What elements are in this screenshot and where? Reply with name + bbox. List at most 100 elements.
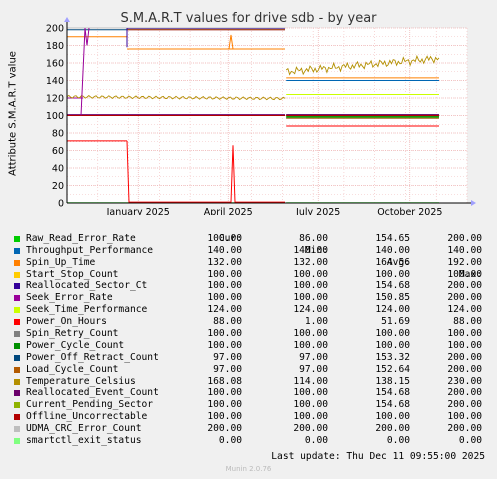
legend-label: Power_Off_Retract_Count: [26, 351, 159, 363]
legend-label: Spin_Retry_Count: [26, 328, 119, 340]
legend-swatch: [14, 366, 20, 373]
series-line-temperature_celsius: [285, 54, 440, 76]
legend-swatch: [14, 247, 20, 254]
y-tick-label: 180: [46, 41, 64, 52]
legend-value-min: 0.00: [304, 435, 328, 447]
legend-value-min: 1.00: [304, 316, 328, 328]
legend-row: Reallocated_Event_Count 100.00 100.00 154.6…: [12, 387, 487, 399]
legend-value-cur: 140.00: [207, 244, 242, 256]
legend-value-avg: 100.00: [375, 328, 410, 340]
legend-swatch: [14, 307, 20, 314]
legend-label: Power_On_Hours: [26, 316, 107, 328]
legend-label: UDMA_CRC_Error_Count: [26, 423, 142, 435]
legend-value-cur: 88.00: [213, 316, 242, 328]
legend-value-max: 200.00: [447, 387, 482, 399]
legend-row: Offline_Uncorrectable 100.00 100.00 100.00 1…: [12, 411, 487, 423]
legend-value-min: 140.00: [293, 244, 328, 256]
legend-value-cur: 97.00: [213, 351, 242, 363]
legend-header: Cur: Min: Avg: Max:: [12, 221, 487, 280]
legend-swatch: [14, 378, 20, 385]
legend-value-max: 230.00: [447, 375, 482, 387]
y-tick-label: 100: [46, 111, 64, 122]
axes: [64, 17, 476, 206]
legend-swatch: [14, 271, 20, 278]
legend-swatch: [14, 438, 20, 445]
y-tick-labels: 0 20 40 60 80 100 120 140 160 180 200: [46, 24, 64, 210]
legend-row: Throughput_Performance 140.00 140.00 140.00…: [12, 245, 487, 257]
legend-row: Start_Stop_Count 100.00 100.00 100.00 100.00: [12, 269, 487, 281]
legend-value-max: 200.00: [447, 423, 482, 435]
legend-value-min: 200.00: [293, 423, 328, 435]
legend-value-max: 100.00: [447, 328, 482, 340]
legend-label: Throughput_Performance: [26, 244, 154, 256]
legend-header-cur: Cur:: [218, 232, 242, 244]
legend-value-max: 192.00: [447, 256, 482, 268]
legend-value-max: 140.00: [447, 244, 482, 256]
legend-row: UDMA_CRC_Error_Count 200.00 200.00 200.00 20…: [12, 423, 487, 435]
legend-swatch: [14, 319, 20, 326]
y-tick-label: 0: [58, 199, 64, 210]
series-line-temperature_celsius: [66, 94, 286, 101]
legend-value-max: 100.00: [447, 411, 482, 423]
legend-value-avg: 51.69: [381, 316, 410, 328]
chart-title: S.M.A.R.T values for drive sdb - by year: [120, 11, 377, 26]
legend-value-avg: 150.85: [375, 292, 410, 304]
legend-value-avg: 154.68: [375, 280, 410, 292]
legend-value-min: 100.00: [293, 268, 328, 280]
legend-value-avg: 154.65: [375, 232, 410, 244]
legend-value-avg: 140.00: [375, 244, 410, 256]
legend-value-min: 100.00: [293, 292, 328, 304]
legend-row: Raw_Read_Error_Rate 100.00 86.00 154.65 200.…: [12, 233, 487, 245]
legend-value-avg: 0.00: [386, 435, 410, 447]
legend-label: Temperature_Celsius: [26, 375, 136, 387]
legend: Cur: Min: Avg: Max: Raw_Read_Error_Rate 1…: [12, 221, 487, 447]
legend-value-cur: 100.00: [207, 328, 242, 340]
legend-value-max: 100.00: [447, 339, 482, 351]
legend-swatch: [14, 390, 20, 397]
legend-label: Load_Cycle_Count: [26, 363, 119, 375]
legend-label: Seek_Time_Performance: [26, 304, 148, 316]
series-line-seek_error_rate: [80, 27, 90, 116]
legend-value-avg: 124.00: [375, 304, 410, 316]
legend-value-cur: 100.00: [207, 411, 242, 423]
legend-value-avg: 100.00: [375, 339, 410, 351]
legend-value-avg: 100.00: [375, 411, 410, 423]
legend-row: Spin_Retry_Count 100.00 100.00 100.00 100.00: [12, 328, 487, 340]
legend-value-cur: 100.00: [207, 339, 242, 351]
x-tick-label: April 2025: [204, 207, 253, 215]
legend-value-cur: 100.00: [207, 399, 242, 411]
x-tick-label: October 2025: [377, 207, 442, 215]
legend-value-avg: 154.68: [375, 387, 410, 399]
legend-value-avg: 100.00: [375, 268, 410, 280]
y-tick-label: 40: [52, 164, 64, 175]
legend-value-cur: 97.00: [213, 363, 242, 375]
legend-label: Reallocated_Sector_Ct: [26, 280, 148, 292]
legend-value-min: 86.00: [299, 232, 328, 244]
y-tick-label: 160: [46, 59, 64, 70]
legend-value-cur: 100.00: [207, 280, 242, 292]
legend-value-max: 0.00: [458, 435, 482, 447]
legend-label: Reallocated_Event_Count: [26, 387, 159, 399]
legend-value-min: 132.00: [293, 256, 328, 268]
legend-row: Seek_Error_Rate 100.00 100.00 150.85 200.00: [12, 292, 487, 304]
legend-value-avg: 138.15: [375, 375, 410, 387]
legend-value-max: 200.00: [447, 363, 482, 375]
legend-row: Current_Pending_Sector 100.00 100.00 154.68…: [12, 399, 487, 411]
legend-label: Spin_Up_Time: [26, 256, 96, 268]
legend-row: smartctl_exit_status 0.00 0.00 0.00 0.00: [12, 435, 487, 447]
legend-value-max: 200.00: [447, 232, 482, 244]
legend-value-max: 88.00: [453, 316, 482, 328]
legend-value-min: 100.00: [293, 399, 328, 411]
x-tick-label: July 2025: [295, 207, 340, 215]
legend-value-max: 200.00: [447, 399, 482, 411]
legend-swatch: [14, 414, 20, 421]
legend-row: Power_Cycle_Count 100.00 100.00 100.00 100.0…: [12, 340, 487, 352]
legend-value-cur: 132.00: [207, 256, 242, 268]
legend-row: Power_Off_Retract_Count 97.00 97.00 153.32 2…: [12, 352, 487, 364]
legend-header-max: Max:: [458, 268, 482, 280]
legend-value-cur: 100.00: [207, 387, 242, 399]
legend-swatch: [14, 354, 20, 361]
legend-label: Offline_Uncorrectable: [26, 411, 148, 423]
legend-value-avg: 164.56: [375, 256, 410, 268]
series-lines: [66, 27, 440, 204]
